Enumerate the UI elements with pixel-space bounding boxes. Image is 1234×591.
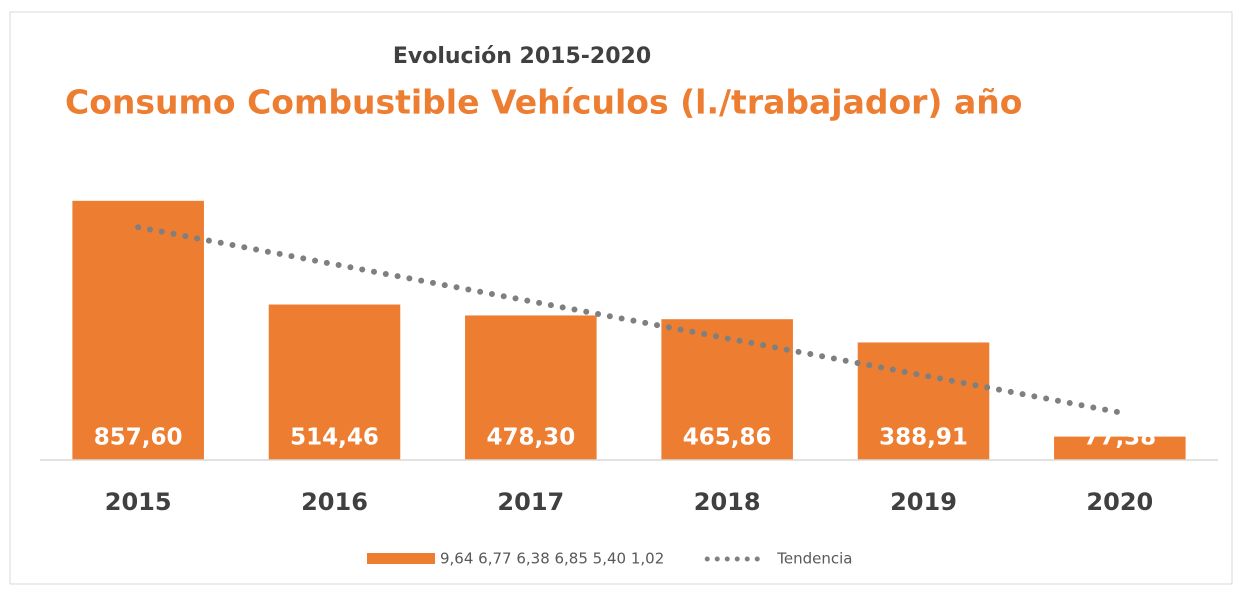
trend-line (135, 224, 1123, 416)
chart-title: Evolución 2015-2020 (393, 44, 651, 69)
data-label: 465,86 (683, 425, 772, 451)
bar (268, 304, 401, 460)
data-label: 857,60 (94, 425, 183, 451)
x-tick-label: 2015 (105, 488, 172, 516)
x-tick-label: 2017 (497, 488, 564, 516)
data-label: 478,30 (486, 425, 575, 451)
data-label: 77,38 (1083, 425, 1156, 451)
x-tick-label: 2016 (301, 488, 368, 516)
data-label: 388,91 (879, 425, 968, 451)
chart-frame (9, 11, 1233, 585)
bar (465, 315, 597, 460)
data-label: 514,46 (290, 425, 379, 451)
bar (72, 200, 204, 461)
chart-subtitle: Consumo Combustible Vehículos (l./trabaj… (65, 83, 1022, 122)
legend-label: Tendencia (776, 550, 852, 568)
x-tick-label: 2020 (1086, 488, 1153, 516)
legend-label: 9,64 6,77 6,38 6,85 5,40 1,02 (440, 550, 664, 568)
x-tick-label: 2018 (694, 488, 761, 516)
legend-swatch (367, 553, 435, 564)
x-tick-label: 2019 (890, 488, 957, 516)
bar (661, 319, 793, 460)
bar (857, 342, 990, 460)
bar (1054, 436, 1186, 460)
